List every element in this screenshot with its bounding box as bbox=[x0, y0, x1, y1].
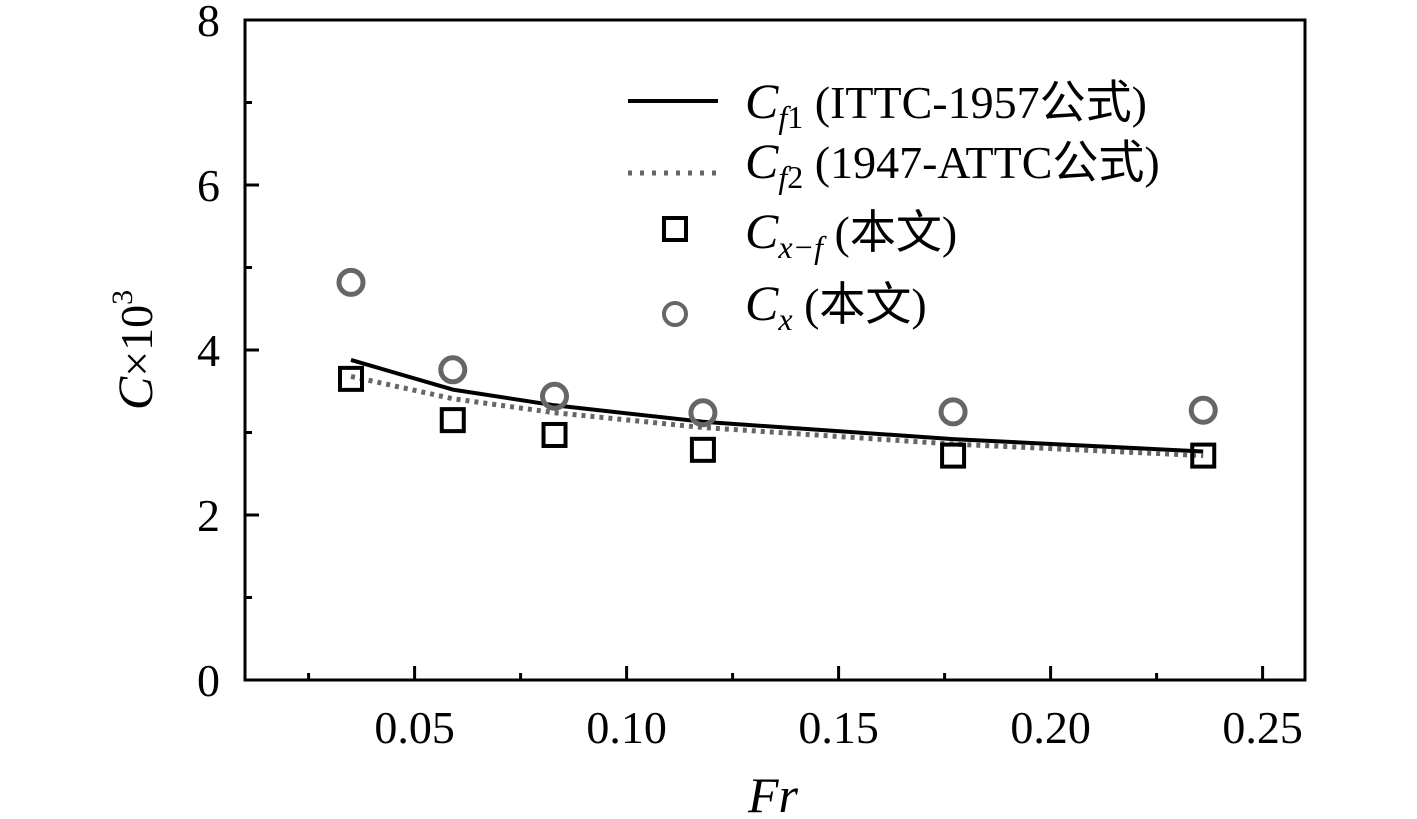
legend-subscript-2: 2 bbox=[787, 159, 803, 195]
series-Cf2 bbox=[350, 373, 1204, 459]
legend-subscript-2: −f bbox=[793, 229, 828, 265]
legend-item-Cx: Cx (本文) bbox=[662, 275, 927, 337]
data-point bbox=[688, 398, 718, 428]
legend-label: Cx (本文) bbox=[745, 275, 927, 337]
legend-subscript: x bbox=[777, 301, 792, 337]
x-tick-label: 0.15 bbox=[798, 702, 879, 753]
legend-item-Cf2: Cf2 (1947-ATTC公式) bbox=[628, 133, 1160, 195]
data-point bbox=[689, 436, 716, 463]
data-point bbox=[541, 421, 568, 448]
y-axis-title: C×103 bbox=[106, 290, 163, 410]
legend-label: Cf2 (1947-ATTC公式) bbox=[745, 133, 1160, 195]
y-tick-label: 0 bbox=[197, 655, 220, 706]
data-point bbox=[338, 365, 364, 392]
legend-symbol: C bbox=[745, 73, 779, 129]
data-point bbox=[1190, 442, 1217, 469]
legend-swatch bbox=[662, 216, 688, 242]
legend-swatch bbox=[662, 301, 688, 327]
y-tick-label: 2 bbox=[197, 490, 220, 541]
legend-label: Cx−f (本文) bbox=[745, 203, 957, 265]
x-tick-label: 0.05 bbox=[374, 702, 455, 753]
y-axis-times: ×10 bbox=[111, 305, 162, 377]
y-tick-label: 6 bbox=[197, 160, 220, 211]
legend-description: (本文) bbox=[823, 207, 957, 258]
legend-description: (1947-ATTC公式) bbox=[803, 137, 1159, 188]
legend-description: (本文) bbox=[793, 279, 927, 330]
series-Cx bbox=[336, 267, 1218, 428]
legend-subscript-2: 1 bbox=[787, 99, 803, 135]
legend-description: (ITTC-1957公式) bbox=[803, 77, 1147, 128]
legend: Cf1 (ITTC-1957公式)Cf2 (1947-ATTC公式)Cx−f (… bbox=[628, 73, 1160, 337]
y-tick-label: 8 bbox=[197, 0, 220, 46]
data-point bbox=[540, 381, 570, 411]
legend-symbol: C bbox=[745, 203, 779, 259]
legend-symbol: C bbox=[745, 275, 779, 331]
y-tick-label: 4 bbox=[197, 325, 220, 376]
legend-subscript: x bbox=[777, 229, 792, 265]
x-axis-title: Fr bbox=[747, 767, 799, 819]
data-point bbox=[938, 397, 968, 427]
series-Cf1 bbox=[350, 357, 1204, 454]
legend-item-Cf1: Cf1 (ITTC-1957公式) bbox=[628, 73, 1147, 135]
data-point bbox=[439, 407, 466, 434]
legend-item-Cx-f: Cx−f (本文) bbox=[662, 203, 957, 265]
series-line-Cf2 bbox=[350, 373, 1204, 459]
data-point bbox=[940, 442, 967, 469]
legend-label: Cf1 (ITTC-1957公式) bbox=[745, 73, 1147, 135]
data-point bbox=[1188, 395, 1218, 425]
y-axis-symbol: C bbox=[107, 376, 163, 410]
series-line-Cf1 bbox=[350, 357, 1204, 454]
y-axis-exponent: 3 bbox=[106, 290, 139, 305]
x-tick-label: 0.10 bbox=[586, 702, 667, 753]
series-layer bbox=[336, 267, 1218, 469]
x-tick-label: 0.25 bbox=[1222, 702, 1303, 753]
data-point bbox=[336, 267, 366, 297]
x-tick-label: 0.20 bbox=[1010, 702, 1091, 753]
data-point bbox=[438, 355, 468, 385]
series-Cx-f bbox=[338, 365, 1217, 469]
legend-symbol: C bbox=[745, 133, 779, 189]
